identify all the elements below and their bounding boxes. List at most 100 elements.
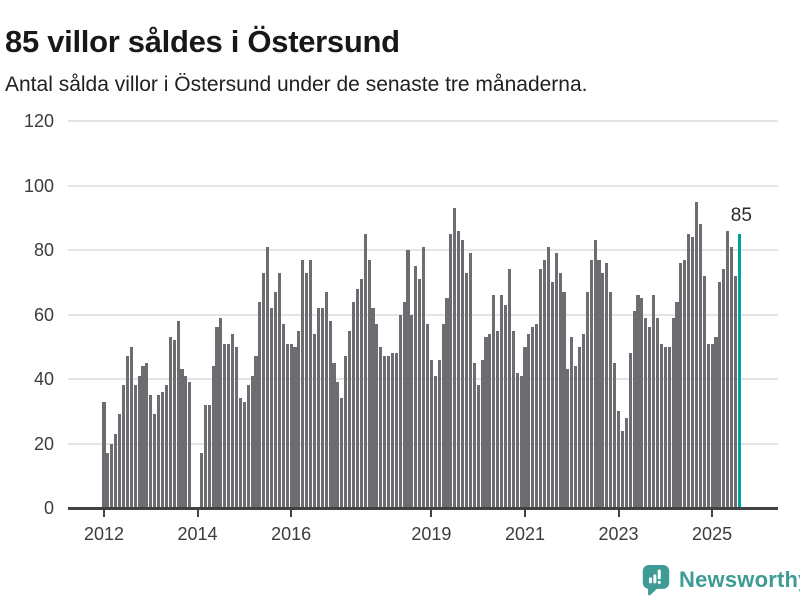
bar <box>281 324 285 508</box>
y-axis-label-40: 40 <box>33 369 54 389</box>
bar <box>180 369 184 508</box>
bar <box>539 269 543 508</box>
bar <box>125 356 129 508</box>
bar <box>566 369 570 508</box>
bar <box>266 246 270 508</box>
bar <box>652 295 656 508</box>
bar <box>726 230 730 508</box>
bar <box>519 375 523 508</box>
bar <box>476 385 480 508</box>
bar <box>398 314 402 508</box>
bar <box>722 269 726 508</box>
bar <box>316 308 320 508</box>
bar <box>379 346 383 508</box>
bar <box>114 433 118 508</box>
bar <box>679 262 683 508</box>
bar <box>554 253 558 508</box>
bar <box>211 366 215 508</box>
bar <box>659 343 663 508</box>
bar <box>375 324 379 508</box>
bar <box>648 327 652 508</box>
bar <box>164 385 168 508</box>
bar <box>320 308 324 508</box>
bar <box>613 362 617 508</box>
bar <box>363 233 367 508</box>
bar <box>387 356 391 508</box>
bar <box>429 359 433 508</box>
y-axis-label-120: 120 <box>23 111 54 131</box>
bar <box>176 320 180 508</box>
bar <box>472 362 476 508</box>
bar <box>145 362 149 508</box>
bar <box>118 414 122 508</box>
bar <box>500 295 504 508</box>
bar <box>367 259 371 508</box>
highlighted-bar <box>737 233 742 508</box>
bar <box>624 417 628 508</box>
gridline-y-120 <box>68 120 778 122</box>
bar <box>238 398 242 508</box>
bar <box>601 272 605 508</box>
bar <box>121 385 126 508</box>
bar <box>730 246 734 508</box>
bar <box>484 337 488 508</box>
bar <box>168 337 172 508</box>
bar <box>250 375 254 508</box>
x-axis-tick-2012 <box>103 509 105 517</box>
bar <box>683 259 687 508</box>
bar <box>628 353 632 508</box>
bar <box>698 224 702 508</box>
brand-name: Newsworthy <box>679 567 800 592</box>
bar <box>199 453 203 508</box>
x-axis-tick-2014 <box>196 509 199 517</box>
bar <box>515 372 519 508</box>
bar <box>710 343 714 508</box>
bar <box>694 201 699 508</box>
bar <box>733 275 738 508</box>
bar <box>706 343 710 508</box>
y-axis-label-0: 0 <box>43 498 54 518</box>
bar <box>644 317 648 508</box>
bar <box>445 298 449 508</box>
bar <box>184 375 188 508</box>
bar <box>687 233 691 508</box>
bar <box>258 301 262 508</box>
x-axis-label-2025: 2025 <box>692 524 733 544</box>
bar <box>312 333 317 508</box>
bar <box>157 395 161 508</box>
y-axis-label-100: 100 <box>23 175 54 196</box>
bar <box>110 443 114 508</box>
bar <box>461 240 465 508</box>
bar <box>616 411 621 508</box>
bar <box>242 401 246 508</box>
bar <box>714 337 718 508</box>
bar <box>231 333 235 508</box>
bar <box>527 333 531 508</box>
x-axis-tick-2025 <box>711 509 714 517</box>
bar <box>531 327 535 508</box>
bar <box>702 275 706 508</box>
bar <box>593 240 597 508</box>
bar <box>227 343 231 508</box>
bar <box>153 414 157 508</box>
bar <box>402 301 406 508</box>
bar <box>620 430 624 508</box>
bar <box>332 362 336 508</box>
bar <box>328 320 332 508</box>
x-axis-label-2014: 2014 <box>177 524 218 544</box>
bar <box>340 398 344 508</box>
last-value-label: 85 <box>730 204 752 226</box>
page-subtitle: Antal sålda villor i Östersund under de … <box>5 73 588 96</box>
bar <box>273 291 278 508</box>
bar <box>422 246 426 508</box>
bar <box>718 282 722 508</box>
bar <box>344 356 348 508</box>
bar <box>671 317 675 508</box>
bar <box>558 272 562 508</box>
x-axis-tick-2016 <box>290 509 293 517</box>
bar <box>129 346 133 508</box>
y-axis-label-60: 60 <box>33 304 54 325</box>
bar <box>609 291 613 508</box>
bar <box>453 208 457 508</box>
newsworthy-speech-bubble-bar-chart-icon <box>642 565 670 596</box>
